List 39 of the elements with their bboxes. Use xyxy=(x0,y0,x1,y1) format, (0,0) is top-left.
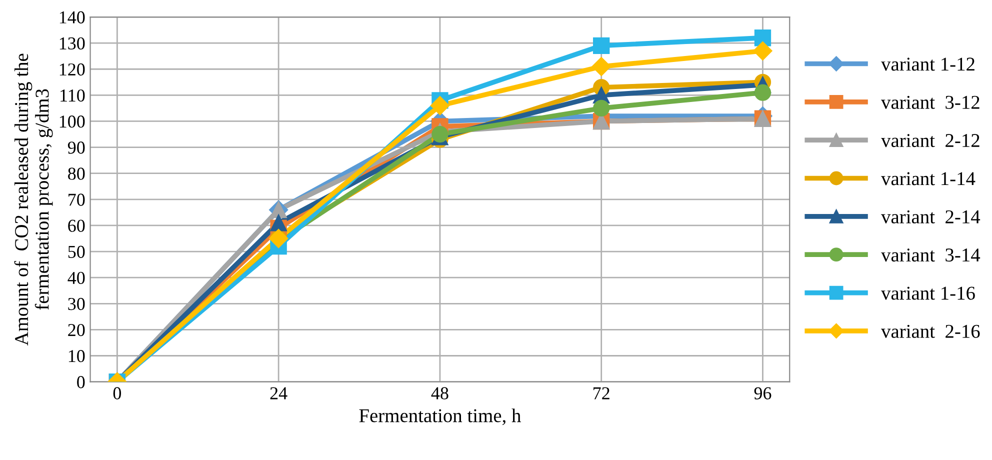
point xyxy=(593,37,610,54)
y-tick-label: 20 xyxy=(68,324,85,336)
point xyxy=(430,96,450,116)
x-tick-label: 48 xyxy=(431,387,448,400)
y-tick-label: 80 xyxy=(68,168,85,180)
y-tick-label: 0 xyxy=(77,376,85,388)
y-tick-label: 40 xyxy=(68,272,85,284)
y-tick-label: 120 xyxy=(60,63,85,76)
point xyxy=(432,126,448,143)
legend-label: variant 2-12 xyxy=(881,134,980,148)
y-tick-label: 10 xyxy=(68,350,85,362)
legend-label: variant 3-14 xyxy=(881,248,980,262)
y-axis-title: Amount of CO2 realeased during the fermentation process, g/dm3 xyxy=(14,54,53,346)
y-tick-label: 100 xyxy=(60,116,85,128)
legend-label: variant 3-12 xyxy=(881,96,980,109)
legend-label: variant 1-14 xyxy=(881,172,976,186)
point xyxy=(754,30,772,46)
y-tick-label: 130 xyxy=(60,37,85,50)
y-tick-label: 90 xyxy=(68,142,85,154)
legend-label: variant 1-12 xyxy=(881,58,974,71)
point xyxy=(753,41,772,60)
y-tick-label: 110 xyxy=(60,89,85,102)
y-tick-label: 60 xyxy=(68,220,85,232)
point xyxy=(592,56,611,76)
x-axis-title: Fermentation time, h xyxy=(359,408,521,426)
x-tick-label: 24 xyxy=(270,387,288,400)
y-tick-label: 30 xyxy=(68,298,85,310)
legend-label: variant 2-14 xyxy=(881,210,980,224)
point xyxy=(593,100,610,117)
point xyxy=(754,84,772,101)
y-tick-label: 140 xyxy=(60,11,85,24)
y-tick-label: 50 xyxy=(68,246,85,258)
point xyxy=(270,214,287,232)
legend-label: variant 2-16 xyxy=(881,324,980,338)
x-tick-label: 0 xyxy=(113,387,121,400)
y-tick-label: 70 xyxy=(68,194,85,206)
legend-label: variant 1-16 xyxy=(881,286,975,300)
x-tick-label: 72 xyxy=(594,387,610,400)
x-tick-label: 96 xyxy=(754,387,772,400)
